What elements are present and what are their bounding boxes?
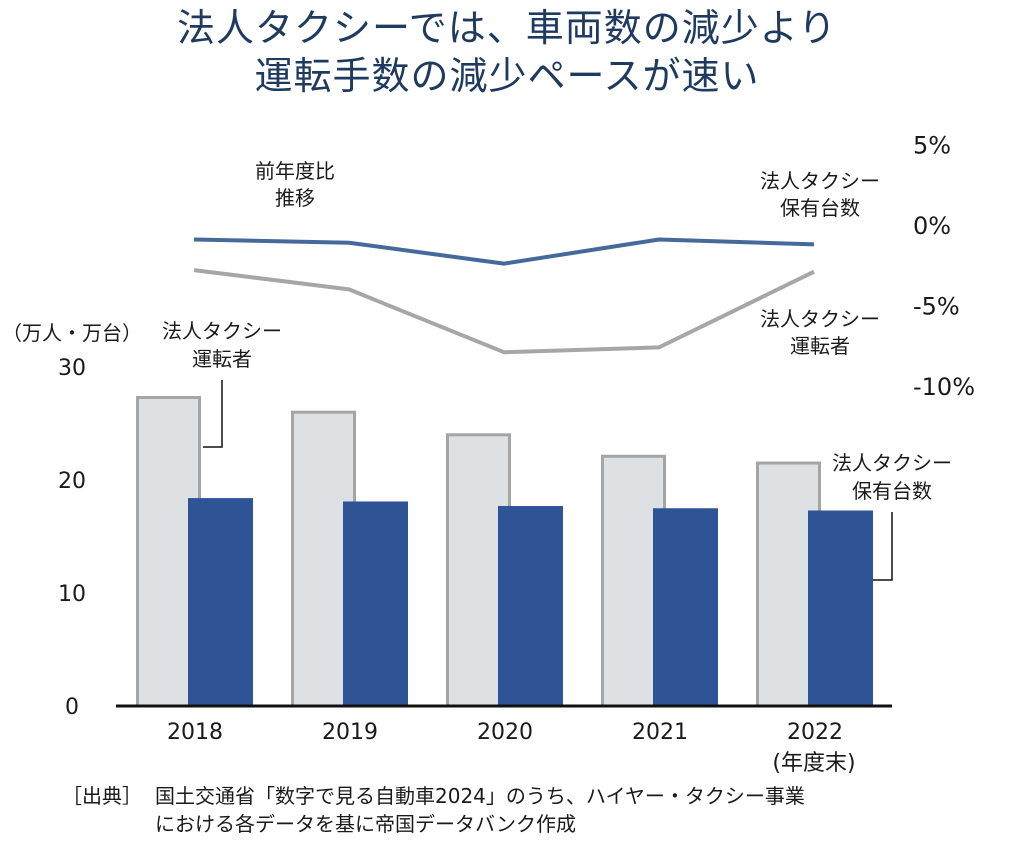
source-tag: ［出典］ bbox=[62, 784, 142, 808]
source-text: 国土交通省「数字で見る自動車2024」のうち、ハイヤー・タクシー事業 における各… bbox=[155, 782, 805, 838]
bar-label-vehicles-leader-line bbox=[873, 512, 893, 581]
chart-title-line-1: 法人タクシーでは、車両数の減少より bbox=[177, 6, 837, 50]
left-y-tick-label: 0 bbox=[65, 695, 79, 720]
right-y-tick-label: 5% bbox=[913, 132, 951, 160]
x-tick-label: 2022 bbox=[787, 720, 843, 745]
bar-vehicles-2020 bbox=[498, 505, 563, 706]
bar-vehicles-2022 bbox=[808, 510, 873, 706]
right-y-tick-label: 0% bbox=[913, 212, 951, 240]
x-tick-label: 2020 bbox=[477, 720, 533, 745]
line-drivers-yoy bbox=[193, 268, 815, 355]
left-y-tick-label: 30 bbox=[58, 356, 86, 381]
bar-label-vehicles-line-2: 保有台数 bbox=[852, 479, 932, 503]
bar-label-vehicles-line-1: 法人タクシー bbox=[832, 451, 952, 475]
bar-vehicles-2019 bbox=[343, 501, 408, 706]
line-chart-title-line-1: 前年度比 bbox=[255, 159, 335, 183]
line-label-vehicles-line-2: 保有台数 bbox=[780, 196, 860, 220]
right-y-tick-label: -10% bbox=[913, 373, 975, 401]
bar-label-drivers-line-2: 運転者 bbox=[192, 347, 252, 371]
line-label-drivers-line-1: 法人タクシー bbox=[760, 307, 880, 331]
axis-layer: 2018 2019 2020 2021 2022 0 10 20 30 5% 0% -5% -10% bbox=[58, 132, 975, 746]
right-y-tick-label: -5% bbox=[913, 293, 960, 321]
bars-layer bbox=[136, 396, 873, 708]
source-text-line-1: 国土交通省「数字で見る自動車2024」のうち、ハイヤー・タクシー事業 bbox=[155, 784, 805, 808]
bar-vehicles-2018 bbox=[188, 498, 253, 706]
lines-layer bbox=[193, 237, 815, 355]
line-label-drivers-line-2: 運転者 bbox=[790, 334, 850, 358]
x-tick-label: 2019 bbox=[322, 720, 378, 745]
bar-label-drivers-leader-line bbox=[203, 380, 223, 448]
left-y-tick-label: 10 bbox=[58, 582, 86, 607]
x-axis-note: (年度末) bbox=[772, 751, 855, 776]
left-axis-unit-label: （万人・万台） bbox=[2, 321, 142, 345]
x-tick-label: 2021 bbox=[632, 720, 688, 745]
line-chart-title-line-2: 推移 bbox=[275, 186, 315, 210]
bar-vehicles-2021 bbox=[653, 508, 718, 706]
line-vehicles-yoy bbox=[193, 237, 815, 266]
line-label-vehicles-line-1: 法人タクシー bbox=[760, 169, 880, 193]
bar-label-drivers-line-1: 法人タクシー bbox=[162, 319, 282, 343]
left-y-tick-label: 20 bbox=[58, 469, 86, 494]
source-text-line-2: における各データを基に帝国データバンク作成 bbox=[155, 812, 576, 836]
chart-title-line-2: 運転手数の減少ペースが速い bbox=[254, 54, 760, 98]
x-tick-label: 2018 bbox=[167, 720, 223, 745]
